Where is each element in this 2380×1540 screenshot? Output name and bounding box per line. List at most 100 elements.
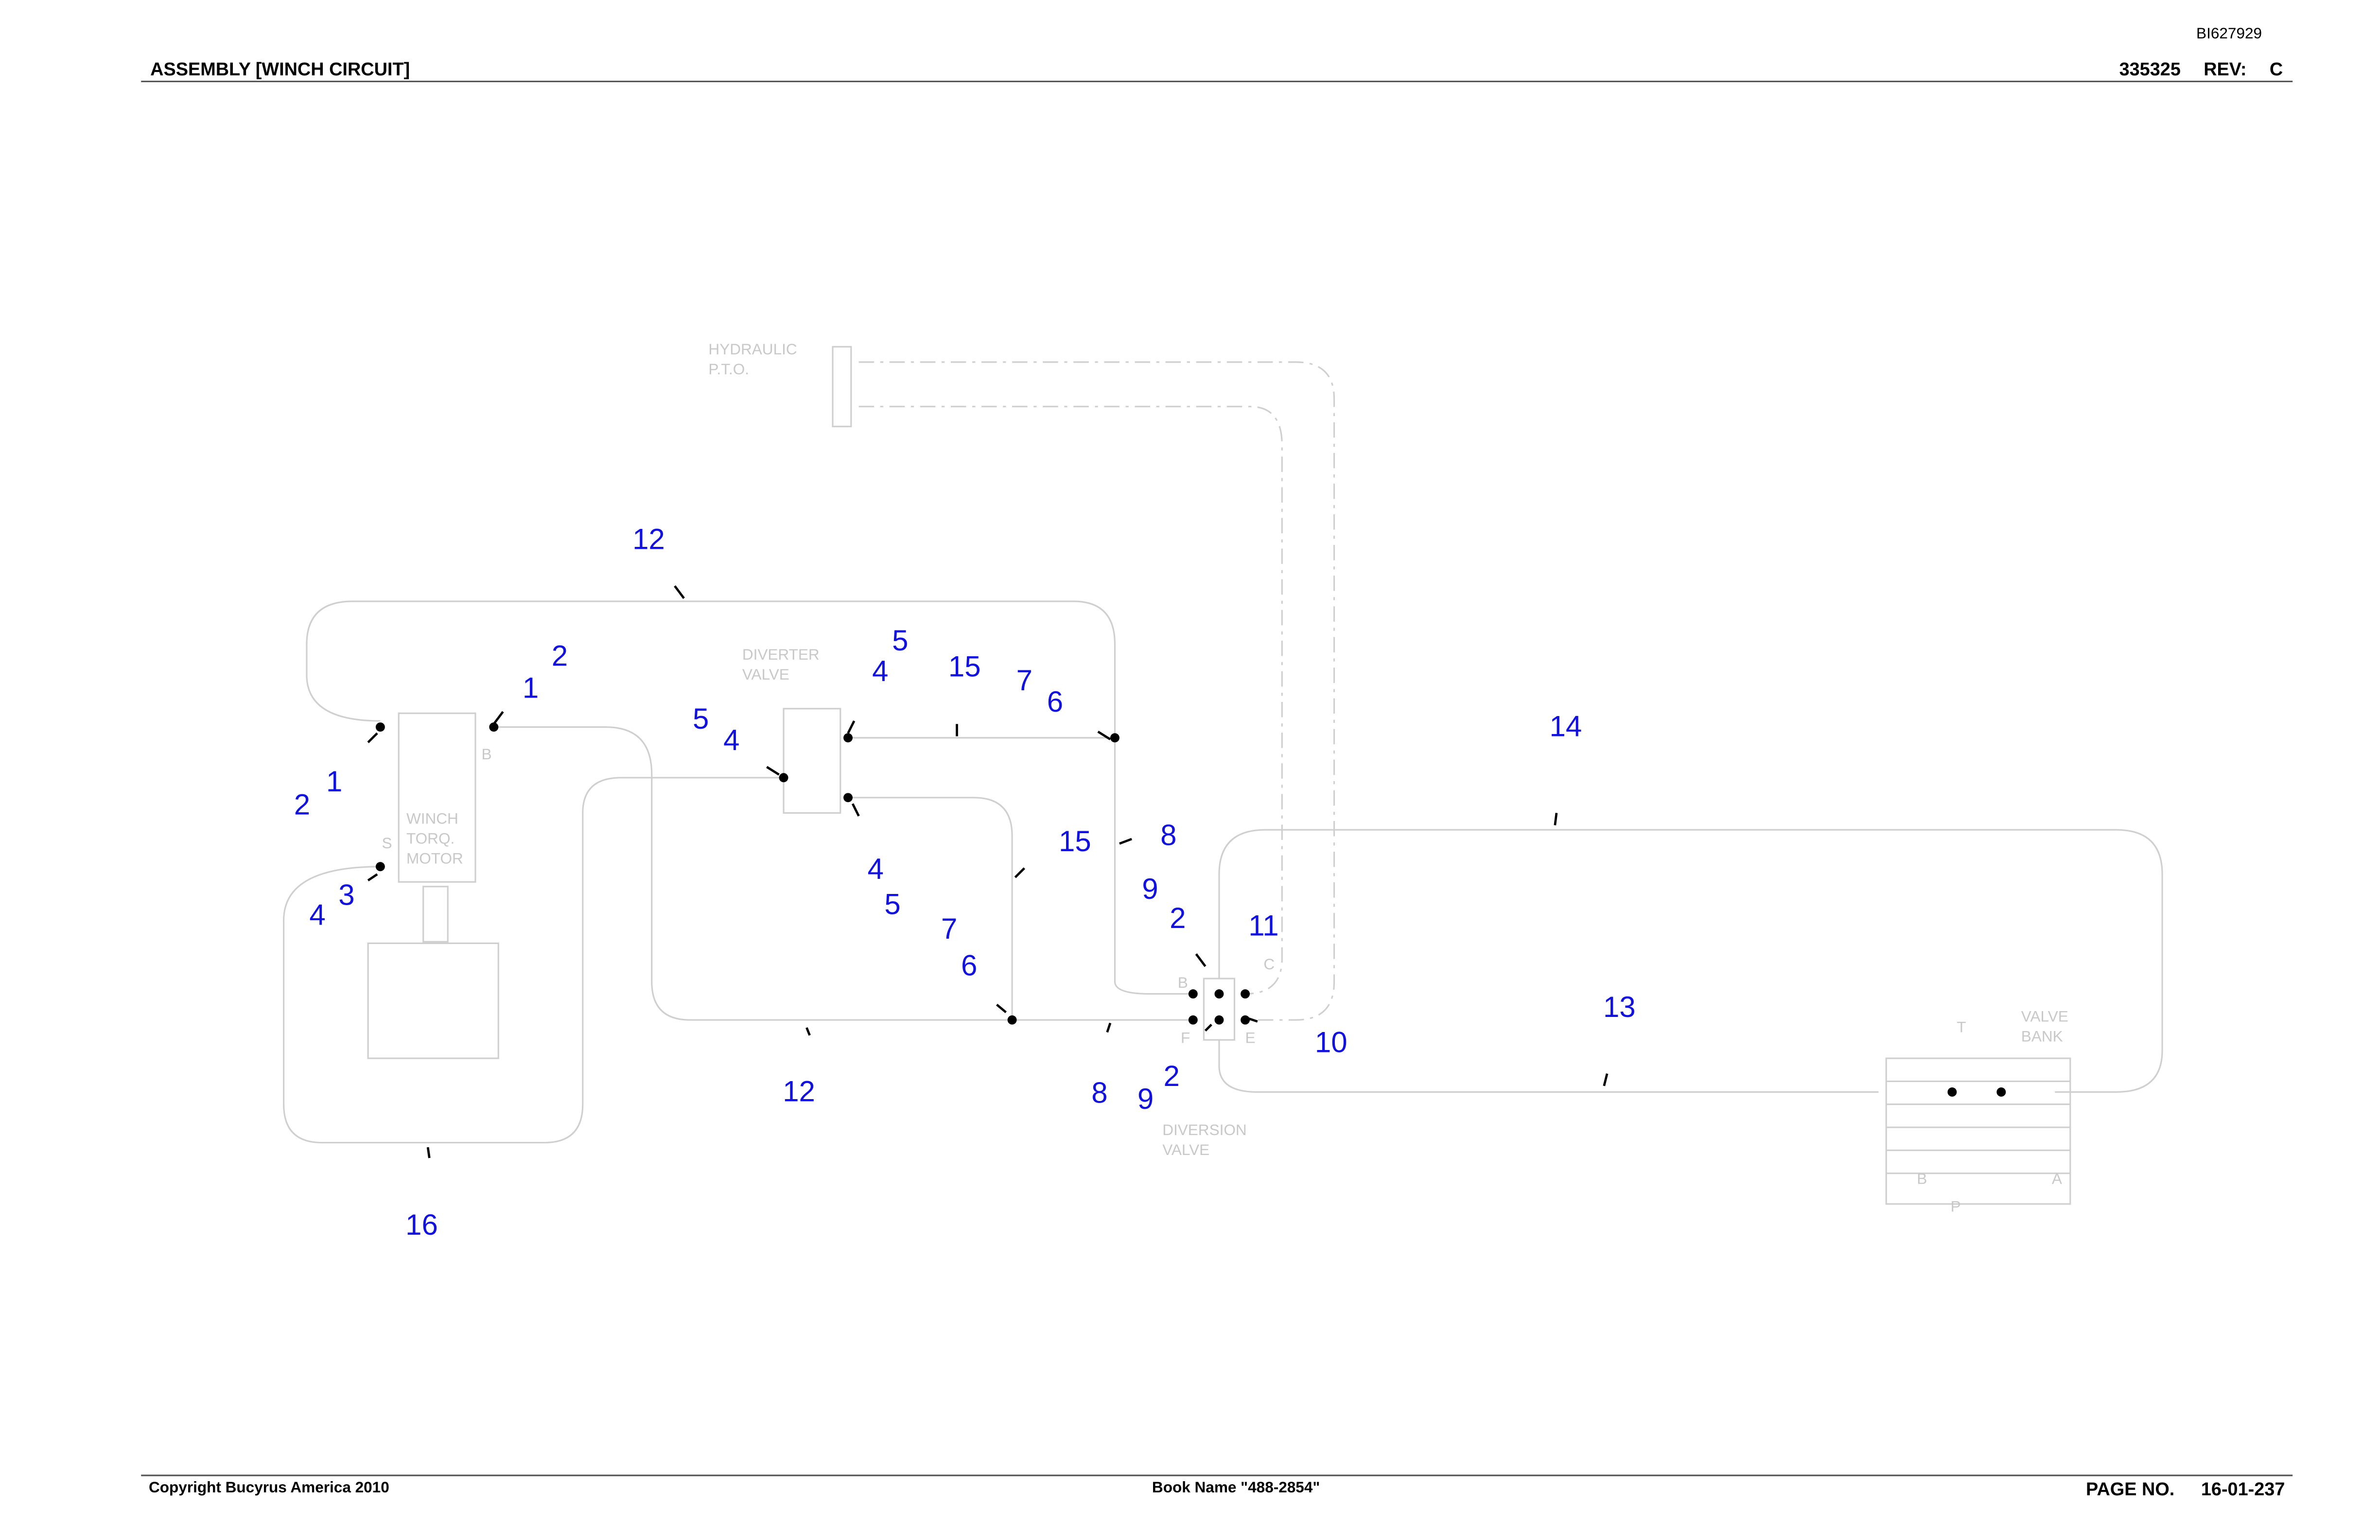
- callout: 1: [326, 765, 342, 798]
- leader: [1204, 1023, 1212, 1032]
- leader: [847, 720, 856, 734]
- callout: 12: [632, 523, 665, 556]
- book-name: Book Name "488-2854": [1152, 1478, 1320, 1496]
- port-label: S: [382, 834, 392, 852]
- part-number: 335325: [2119, 59, 2181, 80]
- fitting: [375, 862, 385, 872]
- port-label: P: [1951, 1198, 1961, 1215]
- leader: [674, 585, 685, 599]
- callout: 16: [405, 1208, 438, 1241]
- page-number: 16-01-237: [2201, 1479, 2285, 1500]
- component-label: VALVE: [2021, 1007, 2068, 1025]
- pto: [832, 346, 852, 427]
- leader: [766, 766, 780, 776]
- hose-12-lower: [493, 726, 1193, 1021]
- rev: C: [2270, 59, 2283, 80]
- component-label: P.T.O.: [708, 360, 749, 378]
- fitting: [1214, 1015, 1224, 1025]
- winch-motor: [398, 712, 476, 883]
- leader: [367, 732, 378, 743]
- callout: 5: [892, 624, 908, 657]
- hose-14: [1218, 829, 2163, 1093]
- component-label: BANK: [2021, 1027, 2063, 1045]
- diversion-valve: [1203, 978, 1236, 1041]
- fitting: [375, 722, 385, 732]
- callout: 3: [338, 879, 354, 911]
- fitting: [1188, 1015, 1198, 1025]
- page-label: PAGE NO.: [2086, 1479, 2174, 1500]
- hoses: [283, 361, 2163, 1144]
- leader: [805, 1027, 811, 1036]
- port-label: A: [2052, 1170, 2062, 1188]
- callout: 11: [1248, 910, 1278, 942]
- leader: [1014, 867, 1025, 878]
- fitting: [779, 773, 788, 783]
- port-label: B: [1178, 974, 1188, 991]
- hose-15-lower: [848, 797, 1013, 1020]
- hose-12-upper: [306, 600, 1193, 995]
- callout: 5: [884, 888, 900, 921]
- component-label: VALVE: [742, 665, 789, 683]
- callout: 8: [1091, 1077, 1107, 1109]
- port-label: B: [482, 745, 492, 763]
- fittings: [375, 722, 2006, 1097]
- hose-16: [283, 777, 784, 1144]
- callout: 9: [1138, 1083, 1154, 1115]
- callout: 4: [723, 724, 739, 756]
- leader: [492, 711, 504, 725]
- fitting: [1110, 733, 1120, 743]
- fitting: [1214, 989, 1224, 999]
- leader: [1106, 1022, 1112, 1033]
- callout: 2: [1170, 902, 1186, 934]
- callout: 12: [783, 1075, 815, 1107]
- callout: 7: [941, 912, 957, 945]
- diverter-valve: [783, 708, 841, 814]
- port-label: E: [1245, 1029, 1256, 1047]
- fitting: [1007, 1015, 1017, 1025]
- leader: [1119, 838, 1132, 845]
- fitting: [843, 733, 853, 743]
- component-label: MOTOR: [406, 849, 463, 867]
- callout: 6: [1047, 685, 1063, 718]
- pto-line-2: [858, 405, 1283, 995]
- fitting: [1996, 1087, 2006, 1097]
- fitting: [1241, 1015, 1250, 1025]
- callout: 2: [552, 639, 568, 672]
- callout: 1: [523, 672, 539, 704]
- callout: 13: [1603, 991, 1636, 1023]
- callout: 7: [1016, 664, 1032, 697]
- port-label: C: [1263, 955, 1275, 973]
- callout: 2: [1163, 1060, 1179, 1092]
- leader: [996, 1003, 1007, 1014]
- fitting: [1947, 1087, 1957, 1097]
- component-label: HYDRAULIC: [708, 340, 797, 358]
- callout: 4: [309, 899, 325, 931]
- callout: 10: [1315, 1026, 1348, 1058]
- fitting: [1241, 989, 1250, 999]
- title: ASSEMBLY [WINCH CIRCUIT]: [150, 59, 410, 80]
- component-label: VALVE: [1162, 1141, 1209, 1158]
- components: [367, 346, 2071, 1205]
- callout: 6: [961, 949, 977, 982]
- component-label: WINCH: [406, 809, 458, 827]
- callout: 15: [948, 650, 981, 683]
- fitting: [843, 793, 853, 803]
- fitting: [1188, 989, 1198, 999]
- leader: [1097, 731, 1111, 740]
- callout: 4: [872, 655, 888, 687]
- component-label: DIVERTER: [742, 646, 820, 663]
- copyright: Copyright Bucyrus America 2010: [149, 1478, 389, 1496]
- leader: [1195, 953, 1207, 967]
- component-label: DIVERSION: [1162, 1121, 1246, 1138]
- pto-line-1: [858, 361, 1335, 1021]
- leader: [426, 1147, 431, 1158]
- fitting: [489, 722, 499, 732]
- rev-label: REV:: [2204, 59, 2246, 80]
- doc-id: BI627929: [2196, 24, 2262, 42]
- callout: 4: [868, 853, 884, 885]
- component-label: TORQ.: [406, 829, 455, 847]
- valve-bank: [1885, 1057, 2071, 1205]
- callout: 2: [294, 788, 310, 821]
